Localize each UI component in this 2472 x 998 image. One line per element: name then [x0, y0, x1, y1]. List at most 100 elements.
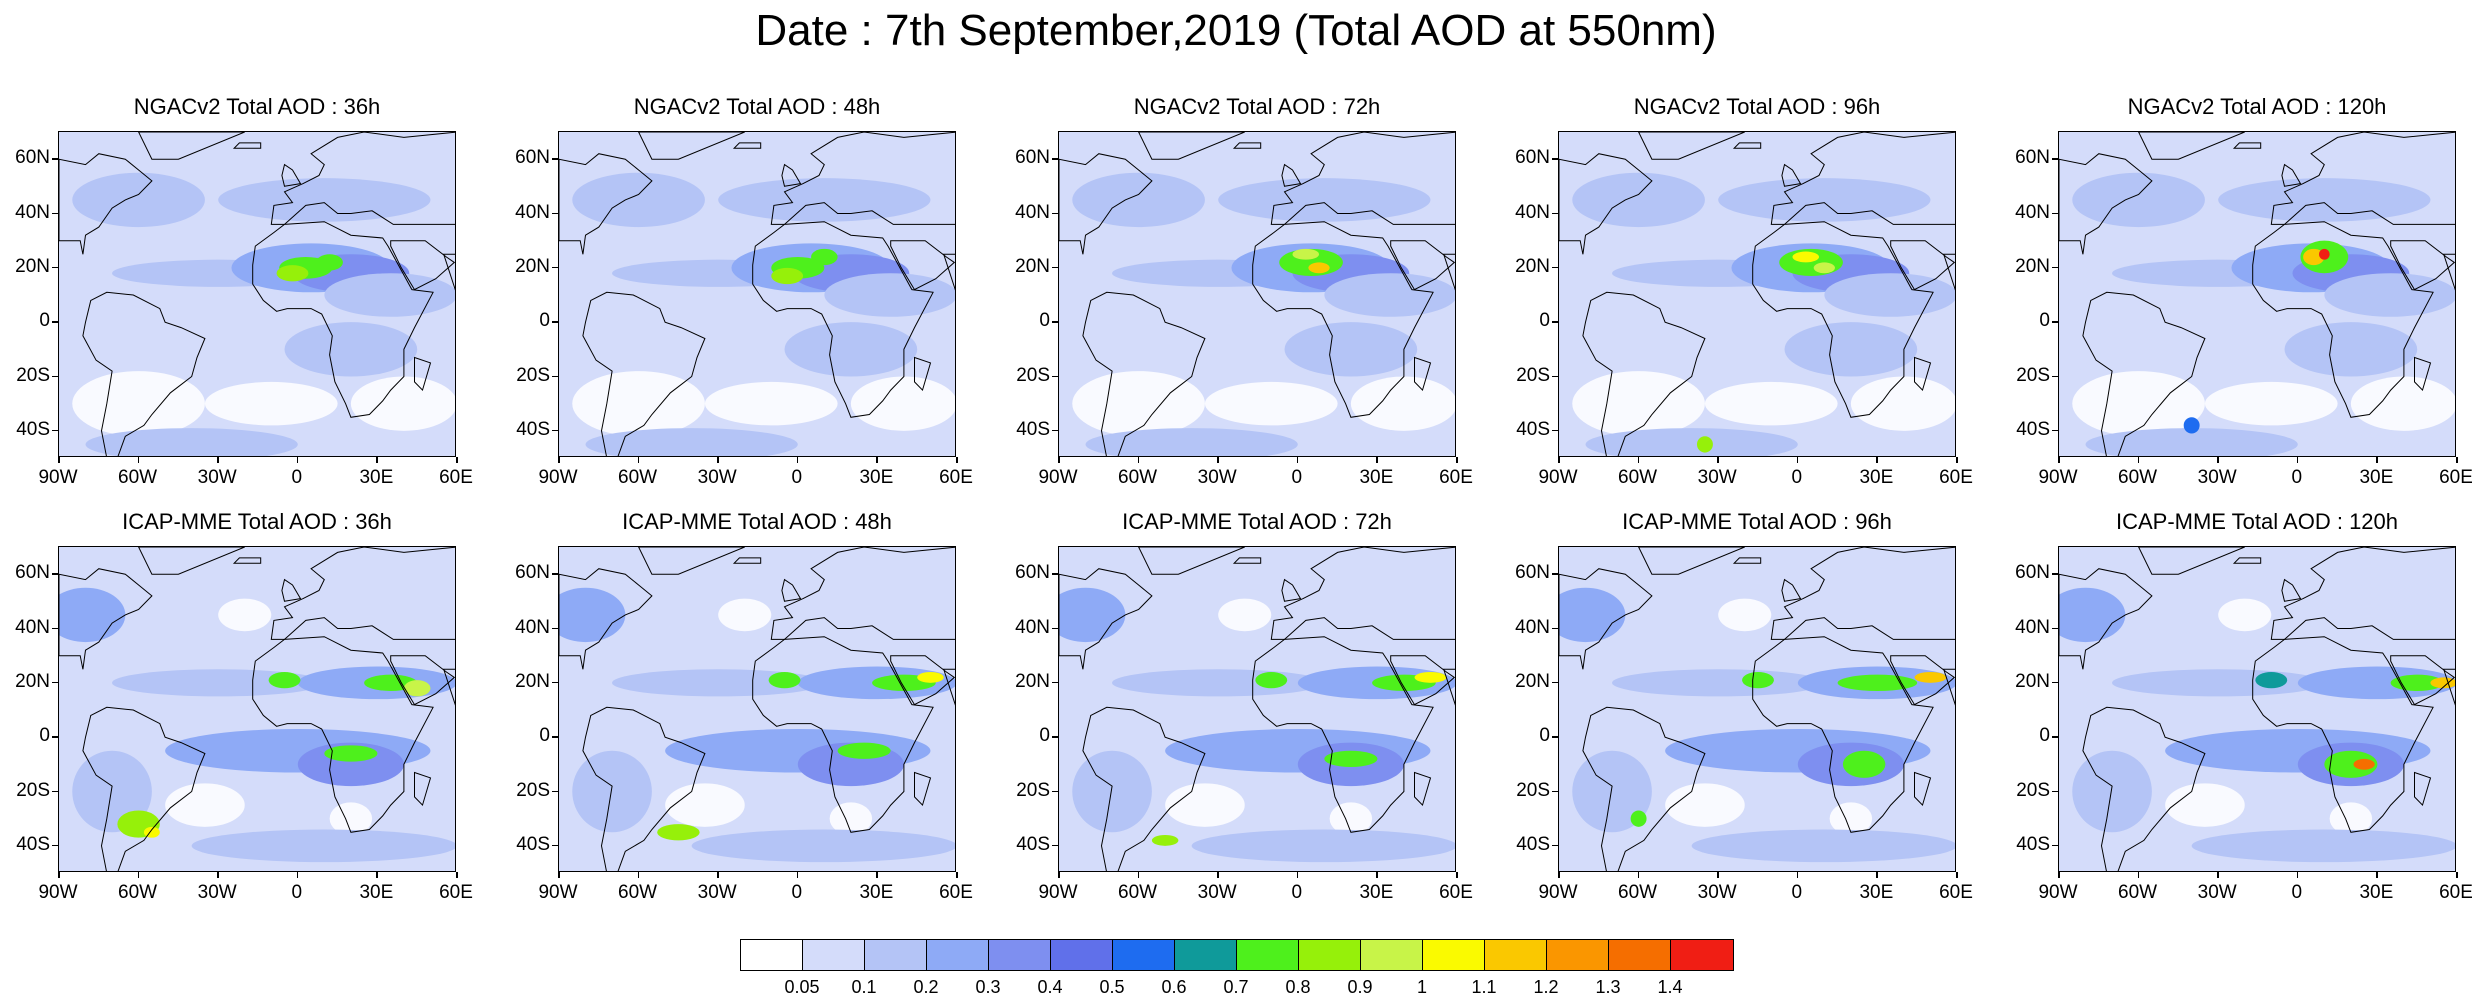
colorbar-label: 0.5 [1099, 977, 1125, 997]
longitude-label: 60E [1439, 467, 1473, 488]
aod-contour [1585, 428, 1798, 456]
aod-contour [2059, 587, 2126, 643]
longitude-tick [876, 872, 878, 878]
longitude-label: 0 [2291, 467, 2303, 488]
aod-contour [1112, 669, 1325, 697]
aod-contour [718, 178, 931, 222]
longitude-label: 0 [291, 882, 303, 903]
latitude-tick [552, 627, 558, 629]
latitude-label: 60N [1515, 562, 1550, 584]
colorbar-swatch [1423, 940, 1485, 970]
latitude-tick [552, 266, 558, 269]
longitude-tick [1717, 457, 1719, 463]
latitude-label: 60N [515, 562, 550, 584]
aod-map [2058, 131, 2456, 457]
latitude-label: 40N [1015, 616, 1050, 638]
panel-title: NGACv2 Total AOD : 120h [2127, 94, 2387, 119]
coastline [1414, 771, 1432, 807]
latitude-tick [1552, 266, 1558, 269]
aod-contour [572, 172, 705, 228]
coastline [1914, 771, 1932, 807]
latitude-tick [52, 573, 58, 575]
latitude-label: 40S [16, 418, 50, 440]
longitude-label: 90W [538, 467, 578, 488]
aod-contour [811, 248, 838, 266]
latitude-tick [1052, 573, 1058, 575]
longitude-label: 30E [359, 467, 394, 488]
coastline [559, 568, 653, 670]
latitude-tick [2052, 627, 2058, 629]
latitude-tick [2052, 429, 2058, 432]
longitude-tick [2376, 872, 2378, 878]
longitude-label: 0 [791, 467, 803, 488]
longitude-tick [2058, 872, 2060, 878]
colorbar-label: 0.2 [913, 977, 939, 997]
latitude-label: 40N [1515, 616, 1550, 638]
longitude-label: 30E [1859, 467, 1894, 488]
aod-contour [1572, 750, 1652, 833]
latitude-label: 0 [539, 725, 550, 747]
latitude-tick [1052, 429, 1058, 432]
clean-air-area [1665, 783, 1745, 827]
latitude-tick [2052, 681, 2058, 684]
colorbar-swatch [1051, 940, 1113, 970]
latitude-label: 40N [15, 616, 50, 638]
coastline [1943, 253, 1955, 291]
coastline [2270, 132, 2455, 225]
coastline [1232, 557, 1262, 564]
coastline [270, 547, 455, 640]
latitude-label: 20S [2016, 364, 2050, 386]
coastline [414, 771, 432, 807]
coastline [2232, 557, 2262, 564]
latitude-label: 20N [1015, 255, 1050, 277]
aod-contour [143, 826, 160, 838]
longitude-label: 60W [2118, 467, 2158, 488]
coastline [1443, 668, 1455, 706]
latitude-label: 60N [515, 147, 550, 169]
colorbar-swatch [1113, 940, 1175, 970]
coastline [1559, 153, 1653, 255]
coastline [2082, 291, 2206, 456]
longitude-label: 30E [859, 882, 894, 903]
longitude-tick [217, 872, 219, 878]
aod-contour [1255, 671, 1288, 689]
aod-contour [771, 267, 804, 285]
map-canvas [1059, 132, 1455, 456]
longitude-label: 60W [118, 882, 158, 903]
clean-air-area [1165, 783, 1245, 827]
coastline [2059, 568, 2153, 670]
aod-contour [1284, 322, 1418, 377]
aod-contour [824, 273, 955, 317]
longitude-tick [1456, 457, 1458, 463]
latitude-tick [1552, 212, 1558, 214]
aod-contour [2284, 322, 2418, 377]
latitude-label: 40S [1516, 833, 1550, 855]
latitude-label: 40S [516, 833, 550, 855]
latitude-tick [52, 212, 58, 214]
clean-air-area [2329, 802, 2373, 835]
coastline [59, 568, 153, 670]
aod-contour [1191, 829, 1455, 863]
coastline [2138, 547, 2245, 575]
aod-contour [1085, 428, 1298, 456]
coastline [59, 153, 153, 255]
coastline [770, 547, 955, 640]
longitude-label: 90W [1538, 467, 1578, 488]
longitude-tick [1956, 872, 1958, 878]
latitude-label: 20N [15, 255, 50, 277]
latitude-tick [52, 681, 58, 684]
coastline [1059, 153, 1153, 255]
latitude-tick [1052, 158, 1058, 160]
colorbar-label: 1.1 [1471, 977, 1497, 997]
longitude-tick [376, 457, 378, 463]
latitude-label: 20S [16, 779, 50, 801]
longitude-tick [1558, 872, 1560, 878]
clean-air-area [1704, 381, 1838, 426]
latitude-label: 20S [1516, 779, 1550, 801]
aod-contour [403, 680, 431, 697]
longitude-tick [58, 457, 60, 463]
longitude-label: 60W [1118, 467, 1158, 488]
colorbar-swatch [803, 940, 865, 970]
aod-contour [1914, 671, 1947, 683]
clean-air-area [2165, 783, 2245, 827]
